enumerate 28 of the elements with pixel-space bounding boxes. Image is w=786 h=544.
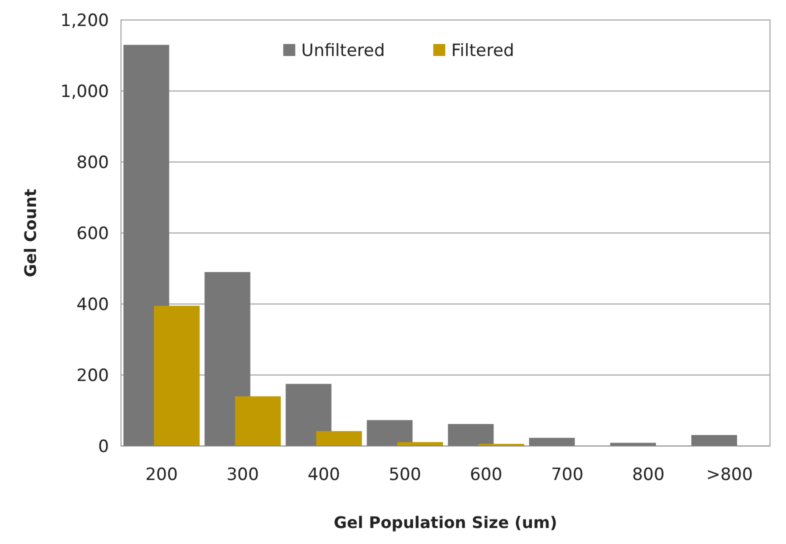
bar	[204, 272, 250, 446]
bar	[316, 431, 362, 446]
x-tick-label: 600	[470, 465, 502, 485]
bar	[366, 420, 413, 446]
y-tick-label: 800	[76, 152, 109, 173]
legend-label: Filtered	[451, 40, 514, 61]
y-tick-label: 600	[76, 224, 109, 244]
x-tick-label: 800	[632, 465, 665, 485]
x-axis-title: Gel Population Size (um)	[334, 513, 558, 532]
y-tick-label: 1,000	[60, 82, 109, 102]
x-tick-label: 700	[550, 465, 584, 485]
y-tick-label: 0	[98, 436, 109, 457]
legend-label: Unfiltered	[301, 40, 385, 61]
bar	[448, 424, 494, 446]
x-tick-label: 200	[145, 465, 178, 485]
bar	[529, 438, 575, 446]
bar	[235, 396, 281, 446]
x-tick-label: 500	[388, 465, 422, 485]
y-axis-title: Gel Count	[21, 188, 40, 278]
bar	[154, 306, 200, 446]
y-tick-label: 200	[76, 366, 109, 386]
y-tick-label: 400	[76, 294, 109, 315]
x-tick-label: 400	[308, 465, 340, 485]
y-tick-label: 1,200	[60, 10, 109, 31]
x-tick-label: 300	[226, 465, 259, 485]
bar	[286, 384, 332, 446]
bar	[691, 434, 738, 446]
x-tick-label: >800	[706, 465, 753, 485]
